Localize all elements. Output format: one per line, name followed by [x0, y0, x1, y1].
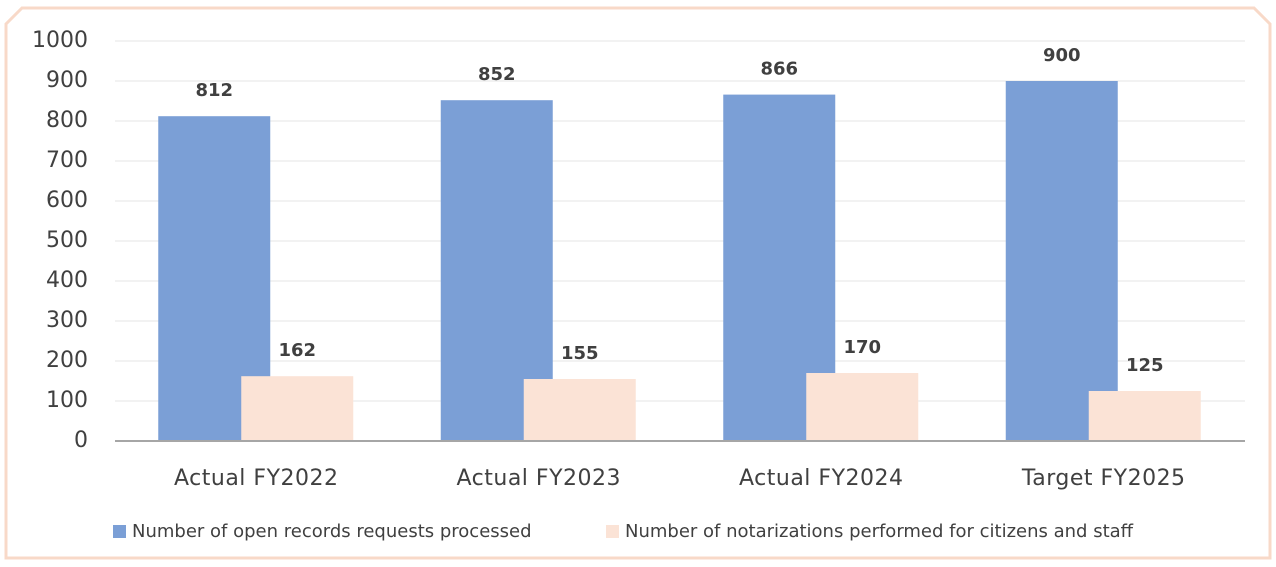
y-tick-label: 700	[46, 148, 88, 173]
legend-swatch	[606, 525, 619, 538]
y-tick-label: 300	[46, 308, 88, 333]
y-tick-label: 200	[46, 348, 88, 373]
y-tick-label: 1000	[32, 28, 88, 53]
data-label: 125	[1126, 355, 1164, 376]
y-tick-label: 400	[46, 268, 88, 293]
bar	[1005, 81, 1118, 441]
data-label: 170	[843, 337, 881, 358]
legend-label: Number of notarizations performed for ci…	[625, 521, 1134, 542]
y-tick-label: 0	[74, 428, 88, 453]
y-tick-label: 900	[46, 68, 88, 93]
y-tick-label: 800	[46, 108, 88, 133]
data-label: 852	[478, 64, 516, 85]
data-label: 866	[760, 59, 798, 80]
y-tick-label: 100	[46, 388, 88, 413]
data-label: 812	[195, 80, 233, 101]
legend-swatch	[113, 525, 126, 538]
bar	[241, 376, 354, 441]
data-label: 900	[1043, 45, 1081, 66]
x-tick-label: Target FY2025	[1021, 466, 1186, 491]
legend-label: Number of open records requests processe…	[132, 521, 532, 542]
y-tick-label: 600	[46, 188, 88, 213]
x-tick-label: Actual FY2023	[457, 466, 622, 491]
chart-border	[4, 6, 1272, 560]
bar	[523, 379, 636, 441]
y-tick-label: 500	[46, 228, 88, 253]
data-label: 162	[278, 340, 316, 361]
bar	[1088, 391, 1201, 441]
x-tick-label: Actual FY2024	[739, 466, 904, 491]
data-label: 155	[561, 343, 599, 364]
x-tick-label: Actual FY2022	[174, 466, 339, 491]
bar	[806, 373, 919, 441]
